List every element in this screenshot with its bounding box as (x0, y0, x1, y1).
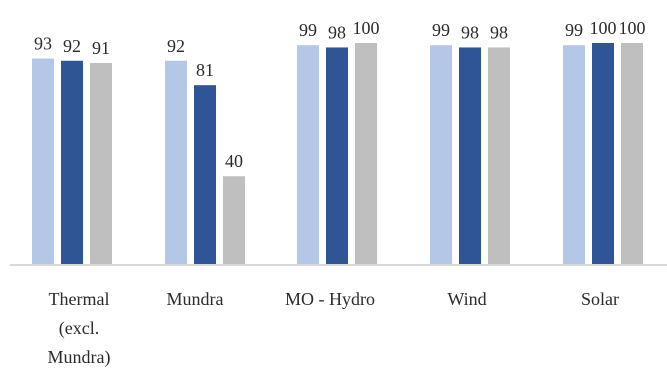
bar-s1-c1 (32, 58, 54, 265)
category-label-2: Mundra (167, 289, 224, 309)
value-label-s1-c3: 99 (299, 20, 317, 40)
value-labels-layer: 93 92 99 99 99 92 81 98 98 100 91 40 100 98 100 (34, 18, 646, 171)
bar-s2-c5 (592, 43, 614, 265)
value-label-s2-c3: 98 (328, 22, 346, 42)
bar-s3-c5 (621, 43, 643, 265)
bar-s2-c2 (194, 85, 216, 266)
value-label-s3-c4: 98 (490, 22, 508, 42)
bar-s2-c1 (61, 60, 83, 266)
category-labels-layer: Thermal (excl. Mundra) Mundra MO - Hydro Wind… (48, 289, 619, 368)
category-label-line: Thermal (49, 289, 110, 309)
category-label-3: MO - Hydro (285, 289, 375, 309)
bar-s3-c3 (355, 43, 377, 265)
value-label-s3-c1: 91 (92, 38, 110, 58)
category-label-line: Mundra) (48, 347, 111, 368)
category-label-5: Solar (581, 289, 619, 309)
category-label-1: Thermal (excl. Mundra) (48, 289, 111, 368)
bar-s3-c2 (223, 176, 245, 265)
bar-s2-c3 (326, 47, 348, 265)
value-label-s3-c3: 100 (353, 18, 380, 38)
value-label-s1-c4: 99 (432, 20, 450, 40)
bar-s3-c4 (488, 47, 510, 265)
value-label-s1-c5: 99 (565, 20, 583, 40)
value-label-s3-c5: 100 (619, 18, 646, 38)
category-label-line: (excl. (59, 318, 99, 339)
bar-s3-c1 (90, 62, 112, 266)
value-label-s2-c1: 92 (63, 36, 81, 56)
category-label-line: Solar (581, 289, 619, 309)
bar-s1-c3 (297, 45, 319, 265)
category-label-line: Wind (447, 289, 486, 309)
value-label-s1-c2: 92 (167, 36, 185, 56)
category-label-4: Wind (447, 289, 486, 309)
bar-s1-c4 (430, 45, 452, 265)
value-label-s2-c5: 100 (590, 18, 617, 38)
category-label-line: Mundra (167, 289, 224, 309)
value-label-s3-c2: 40 (225, 151, 243, 171)
category-label-line: MO - Hydro (285, 289, 375, 309)
value-label-s2-c4: 98 (461, 22, 479, 42)
bars-layer (32, 43, 643, 266)
bar-s1-c5 (563, 45, 585, 265)
value-label-s1-c1: 93 (34, 34, 52, 54)
bar-s1-c2 (165, 60, 187, 266)
value-label-s2-c2: 81 (196, 60, 214, 80)
bar-s2-c4 (459, 47, 481, 265)
